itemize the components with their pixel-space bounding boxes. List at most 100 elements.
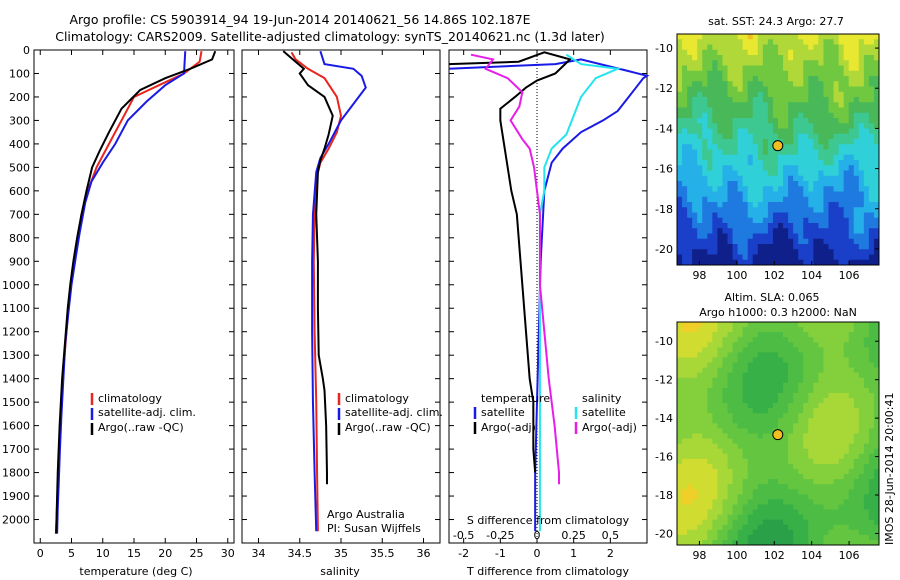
diff-x2tick-label: 0.5 [602,529,620,542]
sla-cell [833,489,840,495]
sla-cell [783,327,789,333]
sla-cell [843,352,850,358]
sla-cell [783,443,789,450]
sst-cell [868,160,875,166]
sla-cell [737,448,744,455]
sst-cell [873,196,880,203]
sla-cell [767,382,774,389]
sla-cell [778,352,784,358]
sla-cell [828,322,835,328]
sla-cell [677,519,683,526]
sst-cell [793,181,799,187]
sst-cell [818,123,824,129]
sla-cell [722,377,728,384]
sla-cell [788,322,794,328]
sst-cell [767,60,774,66]
sst-cell [752,118,759,124]
sla-cell [818,468,824,475]
sla-cell [752,448,759,455]
sla-cell [848,484,855,490]
sst-cell [677,76,683,82]
sla-cell [772,448,779,455]
sla-cell [692,458,698,465]
sla-cell [732,428,739,434]
sst-cell [823,202,829,208]
sla-cell [742,403,749,409]
sla-cell [757,418,764,424]
sst-cell [783,39,789,45]
sla-cell [692,418,698,424]
sst-cell [737,44,744,51]
sla-cell [838,433,845,440]
sla-cell [707,504,713,511]
sla-cell [717,372,723,379]
sla-cell [697,509,703,516]
sla-cell [732,509,739,516]
sst-cell [778,238,784,245]
sst-cell [833,212,840,219]
sst-cell [808,102,814,108]
sla-cell [697,524,703,531]
sst-cell [752,149,759,156]
sst-cell [778,202,784,208]
sla-cell [742,468,749,475]
sla-cell [677,458,683,465]
sst-cell [747,70,754,77]
sst-cell [843,149,850,156]
sla-cell [742,453,749,460]
sla-cell [677,438,683,445]
sla-cell [858,509,865,516]
sla-cell [848,408,855,414]
sla-cell [757,337,764,343]
sla-cell [803,504,809,511]
sla-cell [833,534,840,541]
sst-cell [873,175,880,182]
sla-cell [868,463,875,470]
sst-cell [707,55,713,61]
sla-cell [838,367,845,374]
sst-cell [813,160,819,166]
sla-cell [677,448,683,455]
sla-cell [813,403,819,409]
sst-cell [833,217,840,224]
temp-xtick-label: 30 [221,547,235,560]
sst-cell [828,165,835,171]
sst-cell [853,76,860,82]
sst-cell [863,254,870,261]
sla-cell [858,438,865,445]
sla-cell [692,509,698,516]
sla-cell [692,539,698,546]
sla-cell [828,479,835,485]
sla-cell [828,534,835,541]
sst-cell [712,102,718,108]
sla-cell [788,332,794,338]
sla-cell [682,387,688,394]
sst-cell [823,39,829,45]
sst-cell [682,76,688,82]
sla-cell [808,484,814,490]
sla-cell [762,398,769,404]
sst-cell [677,144,683,150]
sst-cell [813,144,819,150]
sst-cell [702,102,708,108]
sst-cell [717,238,723,245]
sst-cell [722,196,728,203]
sla-cell [828,408,835,414]
sst-cell [737,238,744,245]
sla-cell [772,479,779,485]
sst-cell [838,254,845,261]
sla-cell [717,377,723,384]
sst-cell [692,191,698,198]
sla-cell [803,494,809,500]
depth-tick-label: 1000 [2,279,30,292]
sla-cell [682,534,688,541]
sst-cell [853,107,860,114]
sst-cell [803,65,809,72]
sla-cell [838,509,845,516]
sla-cell [752,428,759,434]
sst-cell [843,238,850,245]
sla-cell [823,347,829,353]
sst-cell [712,238,718,245]
sst-cell [783,196,789,203]
sla-cell [798,398,804,404]
